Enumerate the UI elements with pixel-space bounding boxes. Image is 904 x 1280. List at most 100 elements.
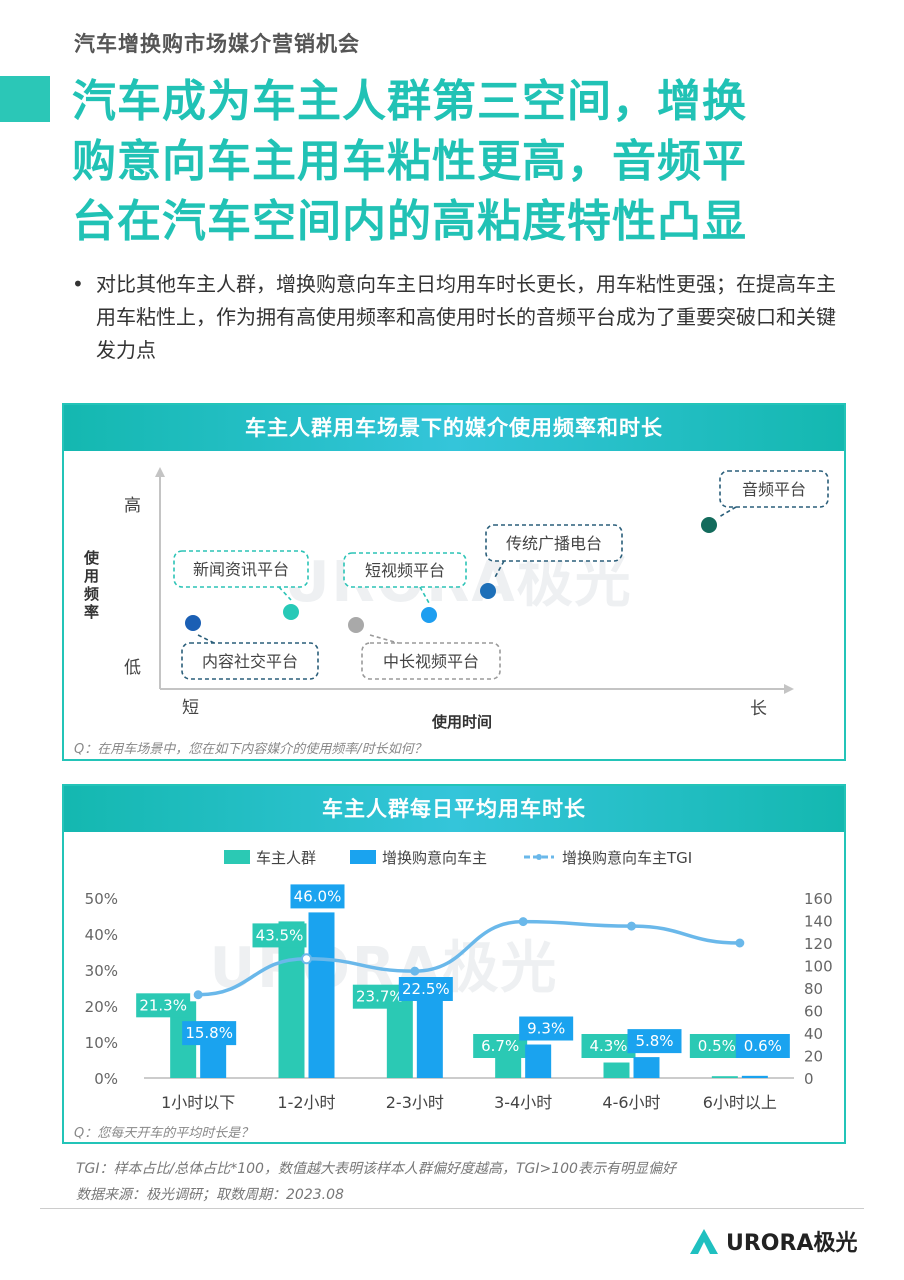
media-point [701,517,717,533]
title-line: 购意向车主用车粘性更高，音频平 [72,136,747,187]
question-note: Q：您每天开车的平均时长是？ [74,1126,254,1141]
bullet-text: 对比其他车主人群，增换购意向车主日均用车时长更长，用车粘性更强；在提高车主用车粘… [96,272,836,362]
tgi-line [198,919,740,997]
left-axis-tick: 40% [85,926,118,944]
media-point [185,615,201,631]
data-label-box [352,984,407,1009]
bar [308,912,335,1078]
media-usage-matrix: URORA极光 高 低 短 长 使用时间 使 用 频 率 内容社交平台新闻资讯平… [83,467,829,731]
right-axis-tick: 40 [804,1025,823,1043]
question-note: Q：在用车场景中，您在如下内容媒介的使用频率/时长如何？ [74,742,427,757]
data-label-box [689,1034,744,1058]
right-axis-tick: 140 [804,913,833,931]
aurora-logo-icon [690,1229,718,1254]
data-label: 5.8% [635,1032,673,1050]
legend-marker [536,854,542,860]
source-footnote: 数据来源：极光调研；取数周期：2023.08 [76,1187,344,1203]
media-label: 内容社交平台 [202,652,298,671]
category-label: 3-4小时 [494,1093,552,1112]
tgi-point [735,938,745,948]
bar [711,1076,738,1078]
callout-pointer [369,634,399,644]
y-axis-title-char: 用 [84,567,99,585]
data-label-box [290,884,345,909]
legend-swatch [224,850,250,864]
category-label: 6小时以上 [703,1093,777,1112]
tgi-point [518,917,528,927]
callout-box [173,550,309,588]
callout-box [343,552,467,588]
title-line: 汽车成为车主人群第三空间，增换 [72,76,747,127]
page-title: 汽车成为车主人群第三空间，增换 购意向车主用车粘性更高，音频平 台在汽车空间内的… [72,72,852,252]
right-axis-tick: 120 [804,935,833,953]
callout-box [485,524,623,562]
bar [633,1057,660,1078]
left-axis-tick: 10% [85,1034,118,1052]
data-label: 9.3% [527,1020,565,1038]
legend-label: 增换购意向车主TGI [562,849,692,867]
panel-title: 车主人群每日平均用车时长 [64,786,844,832]
right-axis-tick: 80 [804,980,823,998]
data-label-box [252,923,307,948]
legend-label: 车主人群 [256,849,316,867]
right-axis-tick: 0 [804,1070,814,1088]
callout-box [361,642,501,680]
bar [278,921,305,1078]
media-point [283,604,299,620]
right-axis-tick: 60 [804,1003,823,1021]
x-long-label: 长 [750,699,767,719]
media-point [348,617,364,633]
data-label: 0.5% [698,1037,736,1055]
media-label: 音频平台 [742,480,806,499]
tgi-point [301,953,312,965]
category-label: 4-6小时 [602,1093,660,1112]
y-axis-arrow [155,467,165,477]
media-point [480,583,496,599]
data-label: 15.8% [185,1024,233,1042]
title-line: 台在汽车空间内的高粘度特性凸显 [72,196,747,247]
tgi-point [193,990,203,1000]
footer-divider [40,1208,864,1209]
aurora-logo: URORA极光 [686,1225,857,1257]
bullet-dot: • [72,272,84,296]
category-label: 1小时以下 [161,1093,235,1112]
right-axis-tick: 20 [804,1048,823,1066]
callout-pointer [419,586,430,604]
category-label: 2-3小时 [386,1093,444,1112]
x-short-label: 短 [182,698,199,718]
legend-label: 增换购意向车主 [382,849,487,867]
title-accent-bar [0,76,50,122]
data-label: 6.7% [481,1037,519,1055]
tgi-point [410,966,420,976]
callout-pointer [493,560,505,580]
logo-text: URORA极光 [726,1231,858,1256]
data-label: 0.6% [744,1037,782,1055]
right-axis-tick: 100 [804,958,833,976]
media-point [421,607,437,623]
data-label-box [735,1034,790,1058]
y-axis-title-char: 使 [83,549,100,567]
driving-time-panel: 车主人群每日平均用车时长 URORA极光 车主人群 增换购意向车主 增换购意向车主TG… [62,784,846,1144]
data-label-box [581,1034,636,1058]
data-label-box [519,1016,574,1041]
callout-box [719,470,829,508]
callout-pointer [718,506,737,518]
media-label: 传统广播电台 [506,534,602,553]
callout-box [181,642,319,680]
panel-title: 车主人群用车场景下的媒介使用频率和时长 [64,405,844,451]
callout-pointer [278,586,292,601]
media-label: 新闻资讯平台 [193,560,289,579]
x-axis-arrow [784,684,794,694]
bar [603,1062,630,1078]
media-label: 中长视频平台 [383,652,479,671]
y-axis-title-char: 率 [84,603,99,621]
tgi-footnote: TGI：样本占比/总体占比*100，数值越大表明该样本人群偏好度越高，TGI>1… [76,1161,676,1177]
data-label: 43.5% [256,926,304,944]
data-label-box [627,1029,682,1054]
page-header: 汽车增换购市场媒介营销机会 [74,32,360,56]
data-label-box [136,993,191,1018]
data-label-box [398,977,453,1001]
data-label-box [473,1034,528,1058]
left-axis-tick: 0% [94,1070,118,1088]
